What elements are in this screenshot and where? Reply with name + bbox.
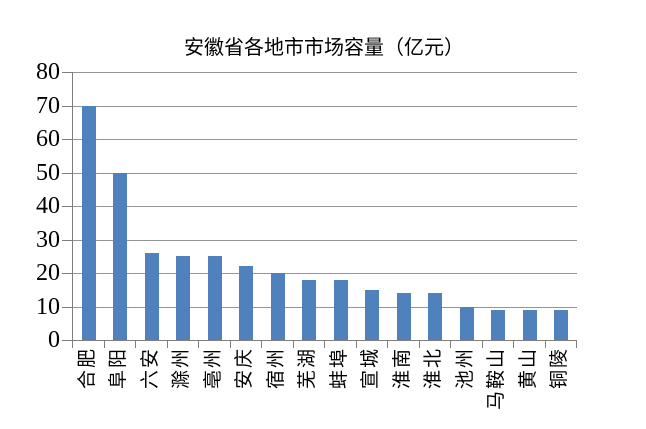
bar-阜阳 [113,172,128,340]
bar-滁州 [176,256,191,340]
bar-池州 [459,306,474,340]
gridline-y-10 [73,306,577,308]
x-tick-mark-8 [324,341,325,348]
bar-安庆 [239,266,254,340]
x-axis-label-池州: 池州 [454,347,476,390]
y-tick-mark-0 [62,340,72,341]
y-tick-mark-30 [62,239,72,241]
x-tick-mark-7 [292,341,294,348]
gridline-y-50 [73,172,577,174]
gridline-y-80 [73,72,577,73]
bar-宣城 [365,289,380,340]
bar-宿州 [270,273,285,340]
x-axis-label-宿州: 宿州 [265,347,287,390]
y-axis-label-80: 80 [36,59,60,85]
y-axis-label-50: 50 [36,159,60,186]
y-tick-mark-50 [62,172,72,174]
x-tick-mark-9 [355,341,357,348]
y-axis-label-10: 10 [36,293,60,320]
x-tick-mark-12 [450,341,451,348]
x-tick-mark-6 [261,341,262,348]
x-axis-label-铜陵: 铜陵 [549,347,571,390]
y-axis-label-40: 40 [36,193,60,219]
gridline-y-70 [73,105,577,107]
x-tick-mark-13 [481,341,483,348]
gridline-y-60 [73,139,577,140]
y-tick-mark-20 [62,273,72,274]
x-axis-label-亳州: 亳州 [202,347,224,390]
bar-黄山 [522,309,537,340]
x-tick-mark-16 [576,341,577,348]
x-tick-mark-15 [544,341,546,348]
y-tick-mark-40 [62,206,72,207]
gridline-y-40 [73,206,577,207]
y-axis-label-60: 60 [36,126,60,152]
bar-马鞍山 [491,309,506,340]
bar-蚌埠 [333,279,348,340]
x-tick-mark-14 [513,341,514,348]
y-axis-label-20: 20 [36,260,60,286]
x-tick-mark-0 [72,341,73,348]
bar-淮南 [396,293,411,340]
y-tick-mark-60 [62,139,72,140]
y-tick-mark-80 [62,72,72,73]
gridline-y-20 [73,273,577,274]
y-axis-label-70: 70 [36,92,60,119]
x-tick-mark-10 [387,341,388,348]
x-axis-label-马鞍山: 马鞍山 [486,347,508,411]
x-tick-mark-4 [198,341,199,348]
plot-area [72,72,577,341]
y-axis-label-30: 30 [36,226,60,253]
gridline-y-30 [73,239,577,241]
x-axis-label-阜阳: 阜阳 [108,347,130,390]
y-tick-mark-10 [62,306,72,308]
bar-亳州 [207,256,222,340]
x-axis-label-淮北: 淮北 [423,347,445,390]
x-axis-label-芜湖: 芜湖 [297,347,319,390]
bar-铜陵 [554,309,569,340]
bar-淮北 [428,293,443,340]
x-axis-label-六安: 六安 [139,347,161,390]
bar-合肥 [81,105,96,340]
bar-芜湖 [302,279,317,340]
x-axis-label-蚌埠: 蚌埠 [328,347,350,390]
x-axis-label-淮南: 淮南 [391,347,413,390]
bar-六安 [144,252,159,340]
x-axis-label-滁州: 滁州 [171,347,193,390]
chart-title: 安徽省各地市市场容量（亿元） [184,37,464,59]
x-axis-label-宣城: 宣城 [360,347,382,390]
x-tick-mark-11 [418,341,420,348]
y-tick-mark-70 [62,105,72,107]
y-axis-label-0: 0 [48,327,60,353]
x-axis-label-安庆: 安庆 [234,347,256,390]
x-axis-label-黄山: 黄山 [517,347,539,390]
x-tick-mark-2 [135,341,136,348]
x-tick-mark-3 [166,341,168,348]
x-tick-mark-5 [229,341,231,348]
x-axis-label-合肥: 合肥 [76,347,98,390]
x-tick-mark-1 [103,341,105,348]
